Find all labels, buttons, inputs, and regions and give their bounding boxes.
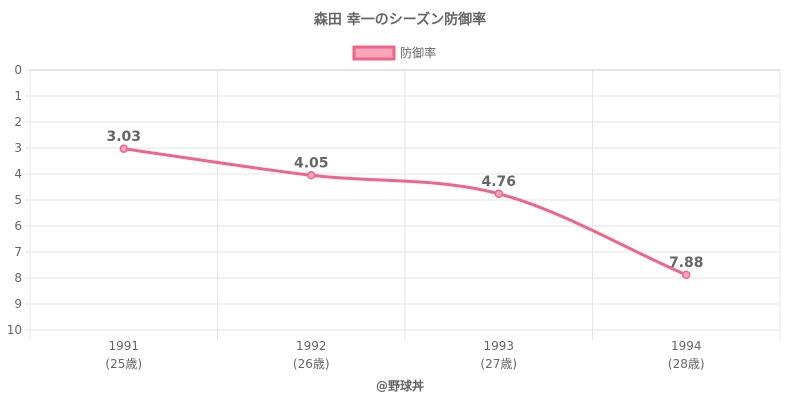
y-tick-label: 6 bbox=[14, 219, 22, 233]
y-tick-label: 1 bbox=[14, 89, 22, 103]
data-point bbox=[119, 144, 128, 154]
axes: 0 1 2 3 4 5 6 7 8 9 10 1991 (25歳) 1992 (26歳) 1993 (27歳) 1… bbox=[7, 63, 705, 371]
data-point bbox=[682, 270, 691, 280]
credit-label: @野球丼 bbox=[376, 378, 424, 393]
x-tick-sublabel: (25歳) bbox=[105, 357, 142, 371]
x-tick-sublabel: (26歳) bbox=[293, 357, 330, 371]
y-tick-label: 3 bbox=[14, 141, 22, 155]
legend-label: 防御率 bbox=[400, 45, 436, 60]
data-point bbox=[307, 171, 316, 180]
legend[interactable]: 防御率 bbox=[352, 45, 436, 61]
series-line-layer: 3.03 4.05 4.76 7.88 bbox=[106, 129, 704, 280]
x-tick-label: 1993 bbox=[483, 339, 514, 353]
chart-title: 森田 幸一のシーズン防御率 bbox=[314, 11, 486, 28]
y-tick-label: 2 bbox=[14, 115, 22, 129]
data-label: 4.76 bbox=[481, 174, 516, 190]
y-tick-label: 10 bbox=[7, 323, 22, 337]
x-tick-label: 1991 bbox=[108, 339, 139, 353]
grid bbox=[25, 69, 781, 340]
y-tick-label: 7 bbox=[14, 245, 22, 259]
y-tick-label: 8 bbox=[14, 271, 22, 285]
data-point bbox=[494, 189, 503, 199]
legend-swatch bbox=[352, 45, 396, 61]
y-tick-label: 0 bbox=[14, 63, 22, 77]
x-tick-sublabel: (28歳) bbox=[668, 357, 705, 371]
data-label: 4.05 bbox=[294, 155, 329, 171]
y-tick-label: 4 bbox=[14, 167, 22, 181]
data-label: 3.03 bbox=[106, 129, 141, 145]
x-tick-label: 1994 bbox=[671, 339, 702, 353]
x-tick-sublabel: (27歳) bbox=[480, 357, 517, 371]
series-line bbox=[123, 147, 687, 277]
y-tick-label: 5 bbox=[14, 193, 22, 207]
data-label: 7.88 bbox=[669, 255, 704, 271]
x-tick-label: 1992 bbox=[296, 339, 327, 353]
y-tick-label: 9 bbox=[14, 297, 22, 311]
